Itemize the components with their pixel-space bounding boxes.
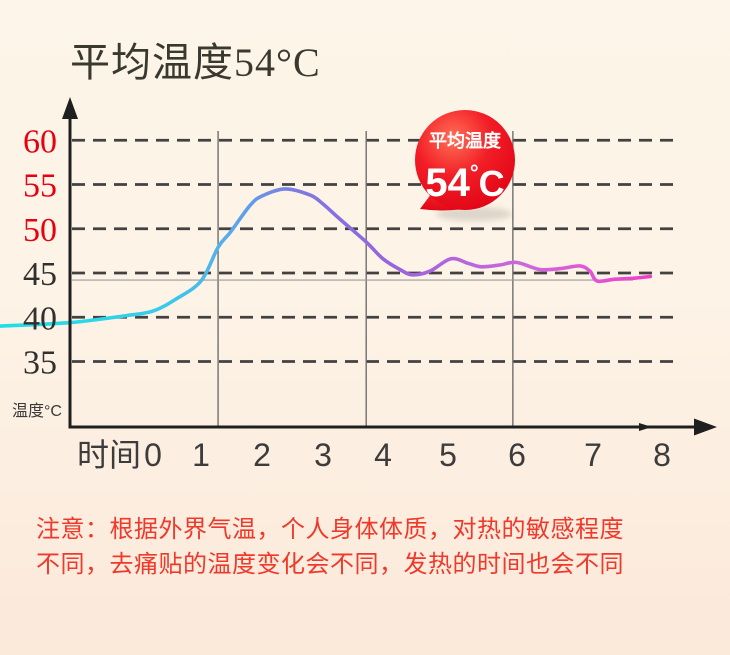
- x-tick-label: 8: [653, 437, 671, 473]
- footnote-line-1: 注意：根据外界气温，个人身体体质，对热的敏感程度: [36, 516, 624, 543]
- x-tick-label: 6: [508, 437, 526, 473]
- bubble-value: 54°C: [425, 160, 504, 205]
- y-tick-label: 60: [23, 123, 57, 160]
- y-tick-label: 40: [23, 300, 57, 337]
- footnote: 注意：根据外界气温，个人身体体质，对热的敏感程度 不同，去痛贴的温度变化会不同，…: [36, 512, 708, 582]
- x-axis-arrow-icon: [694, 418, 717, 436]
- y-tick-label: 50: [23, 212, 57, 249]
- average-temp-bubble: 平均温度 54°C: [415, 110, 515, 221]
- footnote-line-2: 不同，去痛贴的温度变化会不同，发热的时间也会不同: [36, 551, 624, 578]
- x-tick-label: 7: [584, 437, 602, 473]
- bubble-circle: [415, 110, 515, 210]
- y-tick-label: 55: [23, 168, 57, 205]
- y-tick-label: 45: [23, 256, 57, 293]
- bubble-label: 平均温度: [429, 130, 502, 151]
- x-tick-label: 0: [144, 437, 162, 473]
- grid-layer: [72, 131, 677, 426]
- x-tick-label: 2: [253, 437, 271, 473]
- temperature-curve-line: [0, 187, 653, 328]
- axis-layer: [62, 97, 717, 436]
- x-tick-label: 3: [314, 437, 332, 473]
- bubble-shadow: [436, 207, 512, 221]
- y-axis-name: 温度°C: [12, 402, 62, 420]
- x-tick-label: 4: [374, 437, 392, 473]
- x-axis-mini-arrow-icon: [639, 423, 652, 431]
- y-axis-arrow-icon: [62, 97, 78, 119]
- x-tick-label: 5: [439, 437, 457, 473]
- curve-layer: [0, 187, 653, 328]
- x-axis-name: 时间: [77, 437, 141, 473]
- page-title: 平均温度54°C: [70, 40, 321, 85]
- y-tick-label: 35: [23, 345, 57, 382]
- x-tick-label: 1: [192, 437, 210, 473]
